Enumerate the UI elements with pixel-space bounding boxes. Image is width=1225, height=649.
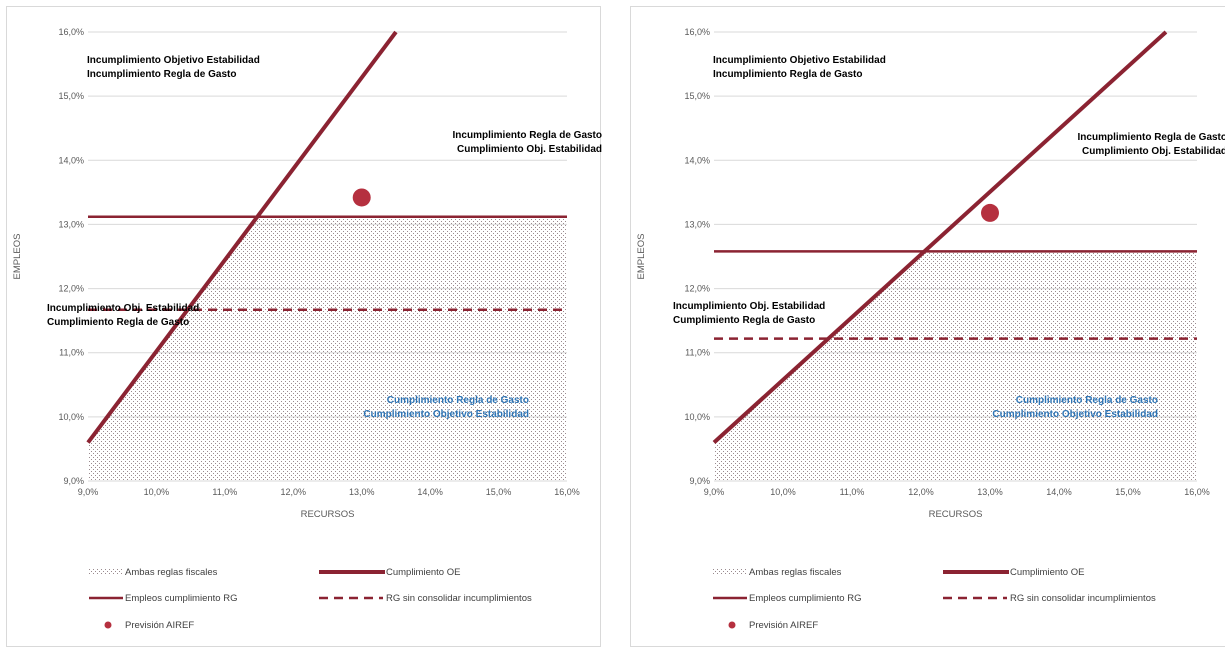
- region-label-line: Cumplimiento Regla de Gasto: [1016, 395, 1158, 406]
- region-label: Incumplimiento Regla de Gasto Cumplimient…: [1078, 132, 1225, 157]
- region-label-line: Cumplimiento Objetivo Estabilidad: [992, 409, 1158, 420]
- y-tick-label: 13,0%: [684, 219, 710, 229]
- chart-panel-right: 9,0% 10,0% 11,0% 12,0% 13,0% 14,0% 15,0% 16,0% 9…: [630, 6, 1225, 647]
- y-tick-label: 9,0%: [689, 476, 710, 486]
- x-tick-label: 15,0%: [486, 487, 512, 497]
- region-label-line: Incumplimiento Objetivo Estabilidad: [713, 55, 886, 66]
- x-tick-label: 16,0%: [554, 487, 580, 497]
- x-tick-label: 12,0%: [281, 487, 307, 497]
- region-label-line: Incumplimiento Regla de Gasto: [87, 69, 236, 80]
- legend-label-hatch: Ambas reglas fiscales: [749, 567, 842, 578]
- x-tick-label: 14,0%: [417, 487, 443, 497]
- region-label: Incumplimiento Obj. Estabilidad Cumplimie…: [673, 301, 825, 326]
- hatched-area-both-rules: [714, 251, 1197, 481]
- y-tick-label: 14,0%: [58, 155, 84, 165]
- legend-label-rg-dashed: RG sin consolidar incumplimientos: [1010, 593, 1156, 604]
- region-label: Incumplimiento Objetivo Estabilidad Incum…: [87, 55, 260, 80]
- region-label-line: Incumplimiento Regla de Gasto: [713, 69, 862, 80]
- x-axis-title: RECURSOS: [929, 509, 983, 520]
- legend-label-point: Previsión AIREF: [125, 620, 194, 631]
- y-tick-label: 11,0%: [685, 348, 710, 358]
- region-label: Incumplimiento Objetivo Estabilidad Incum…: [713, 55, 886, 80]
- y-tick-label: 15,0%: [684, 91, 710, 101]
- region-label: Cumplimiento Regla de Gasto Cumplimiento …: [992, 395, 1158, 420]
- x-tick-label: 11,0%: [212, 487, 237, 497]
- legend-label-rg-dashed: RG sin consolidar incumplimientos: [386, 593, 532, 604]
- region-label-line: Cumplimiento Regla de Gasto: [47, 317, 189, 328]
- legend-label-oe: Cumplimiento OE: [386, 567, 460, 578]
- x-tick-label: 11,0%: [840, 487, 865, 497]
- region-label-line: Cumplimiento Obj. Estabilidad: [457, 144, 602, 155]
- legend-point-swatch: [728, 621, 736, 629]
- y-tick-label: 10,0%: [58, 412, 84, 422]
- oe-compliance-line: [712, 30, 1168, 444]
- region-label-line: Incumplimiento Objetivo Estabilidad: [87, 55, 260, 66]
- y-tick-label: 12,0%: [58, 284, 84, 294]
- y-tick-label: 15,0%: [58, 91, 84, 101]
- x-tick-label: 10,0%: [144, 487, 170, 497]
- x-tick-label: 10,0%: [770, 487, 796, 497]
- airef-forecast-point: [352, 188, 371, 207]
- x-tick-label: 15,0%: [1115, 487, 1141, 497]
- chart-right: 9,0% 10,0% 11,0% 12,0% 13,0% 14,0% 15,0% 16,0% 9…: [636, 27, 1225, 631]
- y-tick-label: 12,0%: [684, 284, 710, 294]
- y-axis-title: EMPLEOS: [12, 234, 23, 280]
- legend-label-rg: Empleos cumplimiento RG: [749, 593, 861, 604]
- y-tick-label: 10,0%: [684, 412, 710, 422]
- x-tick-label: 12,0%: [908, 487, 934, 497]
- legend-label-hatch: Ambas reglas fiscales: [125, 567, 218, 578]
- legend-label-oe: Cumplimiento OE: [1010, 567, 1084, 578]
- y-tick-label: 14,0%: [684, 155, 710, 165]
- region-label-line: Incumplimiento Obj. Estabilidad: [47, 303, 199, 314]
- legend-point-swatch: [104, 621, 112, 629]
- region-label-line: Cumplimiento Objetivo Estabilidad: [363, 409, 529, 420]
- legend-hatch-swatch: [89, 568, 123, 575]
- region-label: Incumplimiento Regla de Gasto Cumplimient…: [453, 130, 602, 155]
- chart-panel-left: 9,0% 10,0% 11,0% 12,0% 13,0% 14,0% 15,0% 16,0% 9…: [6, 6, 602, 647]
- region-label-line: Cumplimiento Obj. Estabilidad: [1082, 146, 1225, 157]
- x-tick-label: 13,0%: [977, 487, 1003, 497]
- region-label: Incumplimiento Obj. Estabilidad Cumplimie…: [47, 303, 199, 328]
- legend-label-point: Previsión AIREF: [749, 620, 818, 631]
- hatched-area-both-rules: [88, 216, 567, 481]
- region-label: Cumplimiento Regla de Gasto Cumplimiento …: [363, 395, 529, 420]
- x-tick-label: 16,0%: [1184, 487, 1210, 497]
- airef-forecast-point: [981, 203, 999, 222]
- y-tick-label: 9,0%: [63, 476, 84, 486]
- legend-hatch-swatch: [713, 568, 747, 575]
- y-tick-label: 16,0%: [58, 27, 84, 37]
- y-tick-label: 16,0%: [684, 27, 710, 37]
- region-label-line: Incumplimiento Obj. Estabilidad: [673, 301, 825, 312]
- x-tick-label: 9,0%: [78, 487, 99, 497]
- oe-compliance-line: [86, 30, 398, 444]
- region-label-line: Incumplimiento Regla de Gasto: [453, 130, 602, 141]
- y-tick-label: 11,0%: [59, 348, 84, 358]
- region-label-line: Cumplimiento Regla de Gasto: [673, 315, 815, 326]
- y-tick-label: 13,0%: [58, 219, 84, 229]
- chart-left: 9,0% 10,0% 11,0% 12,0% 13,0% 14,0% 15,0% 16,0% 9…: [12, 27, 602, 631]
- x-tick-label: 13,0%: [349, 487, 375, 497]
- x-axis-title: RECURSOS: [301, 509, 355, 520]
- x-tick-label: 14,0%: [1046, 487, 1072, 497]
- y-axis-title: EMPLEOS: [636, 234, 647, 280]
- legend-label-rg: Empleos cumplimiento RG: [125, 593, 237, 604]
- x-tick-label: 9,0%: [704, 487, 725, 497]
- region-label-line: Cumplimiento Regla de Gasto: [387, 395, 529, 406]
- region-label-line: Incumplimiento Regla de Gasto: [1078, 132, 1225, 143]
